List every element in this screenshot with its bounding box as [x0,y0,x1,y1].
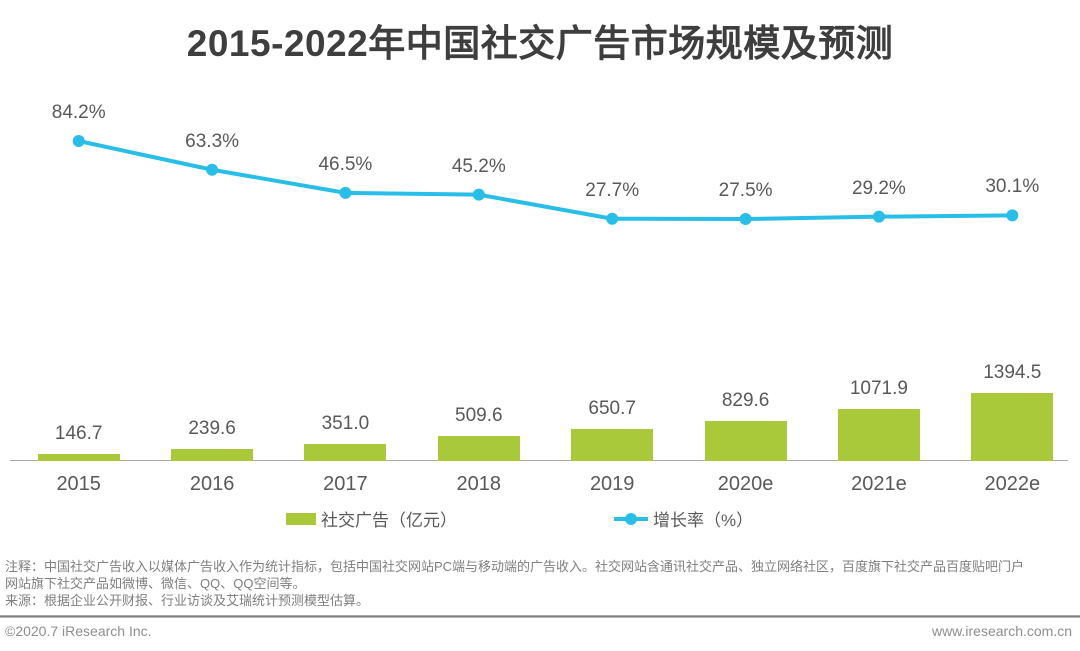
growth-value-label: 27.7% [585,179,640,201]
market-size-bar [971,393,1054,461]
bar-value-label: 239.6 [188,418,236,440]
year-label: 2021e [851,473,907,495]
year-label: 2017 [323,473,368,495]
growth-point [739,213,752,225]
growth-point [72,135,85,147]
chart-title: 2015-2022年中国社交广告市场规模及预测 [186,23,894,64]
growth-line-path [78,139,1013,222]
year-label: 2018 [456,473,502,495]
growth-point [606,212,619,225]
market-size-bar [437,436,520,461]
growth-value-label: 63.3% [185,130,240,152]
line-legend-label: 增长率（%） [653,511,754,530]
growth-value-label: 30.1% [985,176,1040,198]
market-size-bar [837,408,920,461]
year-label: 2015 [56,473,101,495]
source-text: 来源：根据企业公开财报、行业访谈及艾瑞统计预测模型估算。 [5,593,370,608]
x-axis-line [10,460,1068,461]
growth-point [206,163,219,176]
market-size-bar [704,420,787,461]
growth-value-label: 29.2% [851,177,906,199]
bar-value-label: 509.6 [455,405,503,427]
market-size-bar [171,449,254,461]
legend-social-ads: 社交广告（亿元） [286,506,457,531]
bar-value-label: 650.7 [588,398,636,420]
bar-value-label: 146.7 [54,422,103,444]
bar-value-label: 829.6 [721,389,770,411]
growth-value-label: 84.2% [51,102,106,123]
growth-value-label: 27.5% [718,180,773,201]
line-legend-marker-icon [614,512,648,525]
year-label: 2019 [589,473,635,495]
growth-value-label: 46.5% [318,153,373,175]
bar-value-label: 351.0 [321,412,370,434]
legend-growth-rate: 增长率（%） [614,506,753,531]
growth-point [1006,209,1019,222]
growth-value-label: 45.2% [451,155,506,177]
footer-divider [0,615,1080,618]
market-size-bar [571,429,654,461]
market-size-bar [304,443,387,461]
bar-legend-swatch-icon [286,512,316,525]
bar-value-label: 1071.9 [849,377,908,399]
year-label: 2020e [717,473,774,495]
footnotes: 注释：中国社交广告收入以媒体广告收入作为统计指标，包括中国社交网站PC端与移动端… [5,558,1029,609]
year-label: 2016 [189,473,235,495]
market-size-bar [37,453,120,461]
copyright-text: ©2020.7 iResearch Inc. [5,623,152,639]
website-url: www.iresearch.com.cn [931,623,1072,639]
bar-legend-label: 社交广告（亿元） [321,511,457,530]
growth-point [872,210,885,223]
growth-point [339,186,352,199]
growth-point [472,188,485,201]
line-legend-dot [625,512,637,525]
year-label: 2022e [984,473,1041,495]
note-text: 注释：中国社交广告收入以媒体广告收入作为统计指标，包括中国社交网站PC端与移动端… [5,559,1025,591]
bar-value-label: 1394.5 [983,362,1042,383]
